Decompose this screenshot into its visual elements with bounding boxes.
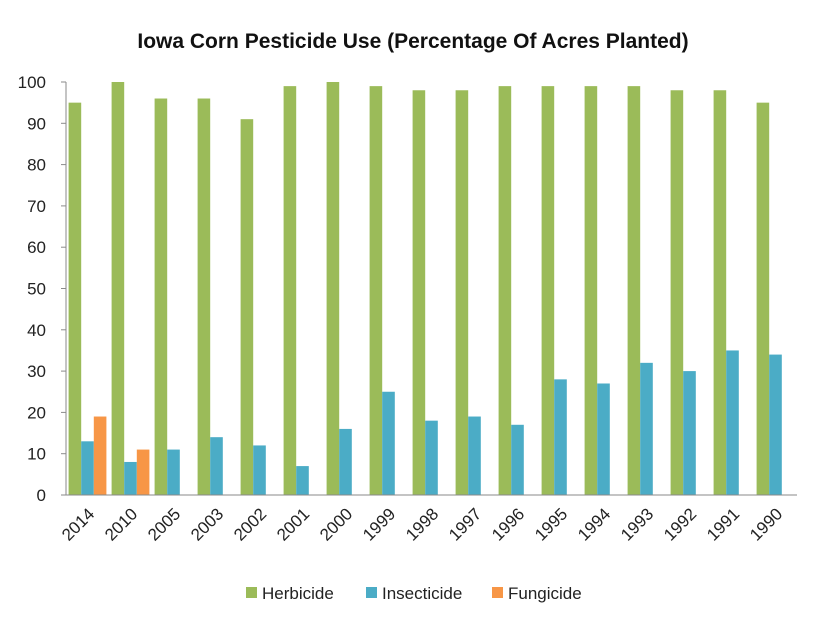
x-tick-label: 1994: [574, 504, 614, 544]
bar-insecticide-1997: [468, 416, 481, 495]
x-tick-label: 1999: [359, 504, 399, 544]
bar-herbicide-1995: [541, 86, 555, 495]
y-tick-label: 90: [27, 114, 46, 133]
y-axis: 0 10 20 30 40 50 60 70 80 90 100: [18, 73, 67, 505]
bar-insecticide-2002: [253, 445, 266, 495]
y-tick-label: 20: [27, 403, 46, 422]
bars: [68, 82, 782, 496]
bar-herbicide-1993: [627, 86, 641, 495]
bar-insecticide-2003: [210, 437, 223, 495]
x-tick-label: 2014: [58, 504, 98, 544]
x-tick-label: 1998: [402, 504, 442, 544]
x-tick-label: 2000: [316, 504, 356, 544]
x-tick-label: 2005: [144, 504, 184, 544]
x-axis: 2014 2010 2005 2003 2002 2001 2000 1999 1998 1997…: [58, 494, 797, 545]
y-tick-label: 50: [27, 280, 46, 299]
bar-herbicide-2005: [154, 98, 168, 496]
x-tick-label: 1995: [531, 504, 571, 544]
y-tick-label: 100: [18, 73, 46, 92]
bar-herbicide-2014: [68, 102, 82, 496]
bar-herbicide-1990: [756, 102, 770, 496]
y-tick-label: 80: [27, 156, 46, 175]
legend-swatch-fungicide: [492, 587, 503, 598]
bar-herbicide-2002: [240, 119, 254, 496]
bar-insecticide-2001: [296, 466, 309, 495]
y-tick-label: 30: [27, 362, 46, 381]
bar-herbicide-1992: [670, 90, 684, 495]
y-tick-label: 40: [27, 321, 46, 340]
x-tick-label: 1997: [445, 504, 485, 544]
x-tick-label: 2002: [230, 504, 270, 544]
bar-herbicide-1994: [584, 86, 598, 495]
bar-insecticide-1996: [511, 424, 524, 495]
bar-herbicide-2010: [111, 82, 125, 495]
bar-insecticide-1990: [769, 354, 782, 495]
chart-title: Iowa Corn Pesticide Use (Percentage Of A…: [137, 30, 688, 53]
legend-label-herbicide: Herbicide: [262, 584, 334, 603]
bar-insecticide-2014: [81, 441, 94, 495]
y-tick-label: 0: [37, 486, 46, 505]
bar-herbicide-1991: [713, 90, 727, 495]
bar-insecticide-1999: [382, 391, 395, 495]
bar-insecticide-2010: [124, 461, 137, 495]
bar-insecticide-2000: [339, 428, 352, 495]
x-tick-label: 1990: [746, 504, 786, 544]
bar-insecticide-1994: [597, 383, 610, 495]
bar-insecticide-1992: [683, 371, 696, 495]
x-tick-label: 1996: [488, 504, 528, 544]
x-tick-label: 2010: [101, 504, 141, 544]
bar-herbicide-1996: [498, 86, 512, 495]
bar-herbicide-1999: [369, 86, 383, 495]
bar-insecticide-1998: [425, 420, 438, 495]
bar-insecticide-1993: [640, 362, 653, 495]
legend-swatch-herbicide: [246, 587, 257, 598]
x-tick-label: 2001: [273, 504, 313, 544]
legend: Herbicide Insecticide Fungicide: [246, 584, 582, 603]
bar-insecticide-1995: [554, 379, 567, 495]
bar-herbicide-1998: [412, 90, 426, 495]
y-tick-label: 10: [27, 445, 46, 464]
bar-insecticide-2005: [167, 449, 180, 495]
y-tick-label: 70: [27, 197, 46, 216]
bar-insecticide-1991: [726, 350, 739, 495]
legend-label-fungicide: Fungicide: [508, 584, 582, 603]
x-tick-label: 2003: [187, 504, 227, 544]
bar-herbicide-2003: [197, 98, 211, 496]
y-tick-label: 60: [27, 238, 46, 257]
bar-herbicide-2001: [283, 86, 297, 495]
bar-herbicide-1997: [455, 90, 469, 495]
bar-herbicide-2000: [326, 82, 340, 495]
x-tick-label: 1993: [617, 504, 657, 544]
bar-fungicide-2010: [136, 449, 150, 495]
bar-fungicide-2014: [93, 416, 107, 495]
legend-swatch-insecticide: [366, 587, 377, 598]
x-tick-label: 1992: [660, 504, 700, 544]
legend-label-insecticide: Insecticide: [382, 584, 462, 603]
x-tick-label: 1991: [703, 504, 743, 544]
